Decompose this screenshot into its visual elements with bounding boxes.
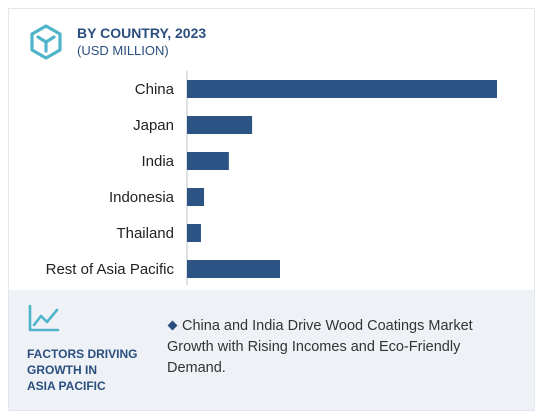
bullet-text-line: Growth with Rising Incomes and Eco-Frien…: [167, 339, 461, 355]
category-label: Rest of Asia Pacific: [46, 261, 175, 278]
bullet-text-line: China and India Drive Wood Coatings Mark…: [182, 318, 473, 334]
bar: [187, 116, 253, 134]
bullet-text-line: Demand.: [167, 360, 226, 376]
line-trend-icon: [28, 304, 60, 332]
factors-line: FACTORS DRIVING: [27, 347, 138, 361]
category-label: Indonesia: [109, 189, 175, 206]
chart-card: BY COUNTRY, 2023 (USD MILLION) China Japa…: [8, 8, 535, 411]
bar-chart: China Japan India Indonesia Thailand Rest of …: [46, 71, 497, 285]
category-label: Japan: [133, 117, 174, 134]
chart-title: BY COUNTRY, 2023: [77, 25, 207, 41]
factors-line: GROWTH IN: [27, 363, 97, 377]
bar: [187, 152, 229, 170]
factors-panel: FACTORS DRIVING GROWTH IN ASIA PACIFIC C…: [9, 290, 534, 410]
bar: [187, 260, 280, 278]
factors-line: ASIA PACIFIC: [27, 379, 106, 393]
factor-bullet: China and India Drive Wood Coatings Mark…: [167, 316, 512, 379]
factors-heading: FACTORS DRIVING GROWTH IN ASIA PACIFIC: [27, 346, 137, 394]
chart-subtitle: (USD MILLION): [77, 43, 169, 58]
category-label: Thailand: [116, 225, 174, 242]
diamond-bullet-icon: [167, 320, 178, 331]
bar: [187, 188, 205, 206]
bar: [187, 224, 201, 242]
bar: [187, 80, 497, 98]
hexagon-cube-icon: [30, 24, 62, 60]
category-label: China: [135, 81, 175, 98]
category-label: India: [141, 153, 174, 170]
